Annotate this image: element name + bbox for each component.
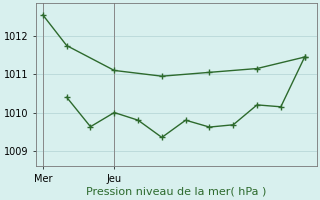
X-axis label: Pression niveau de la mer( hPa ): Pression niveau de la mer( hPa ) [86, 187, 266, 197]
